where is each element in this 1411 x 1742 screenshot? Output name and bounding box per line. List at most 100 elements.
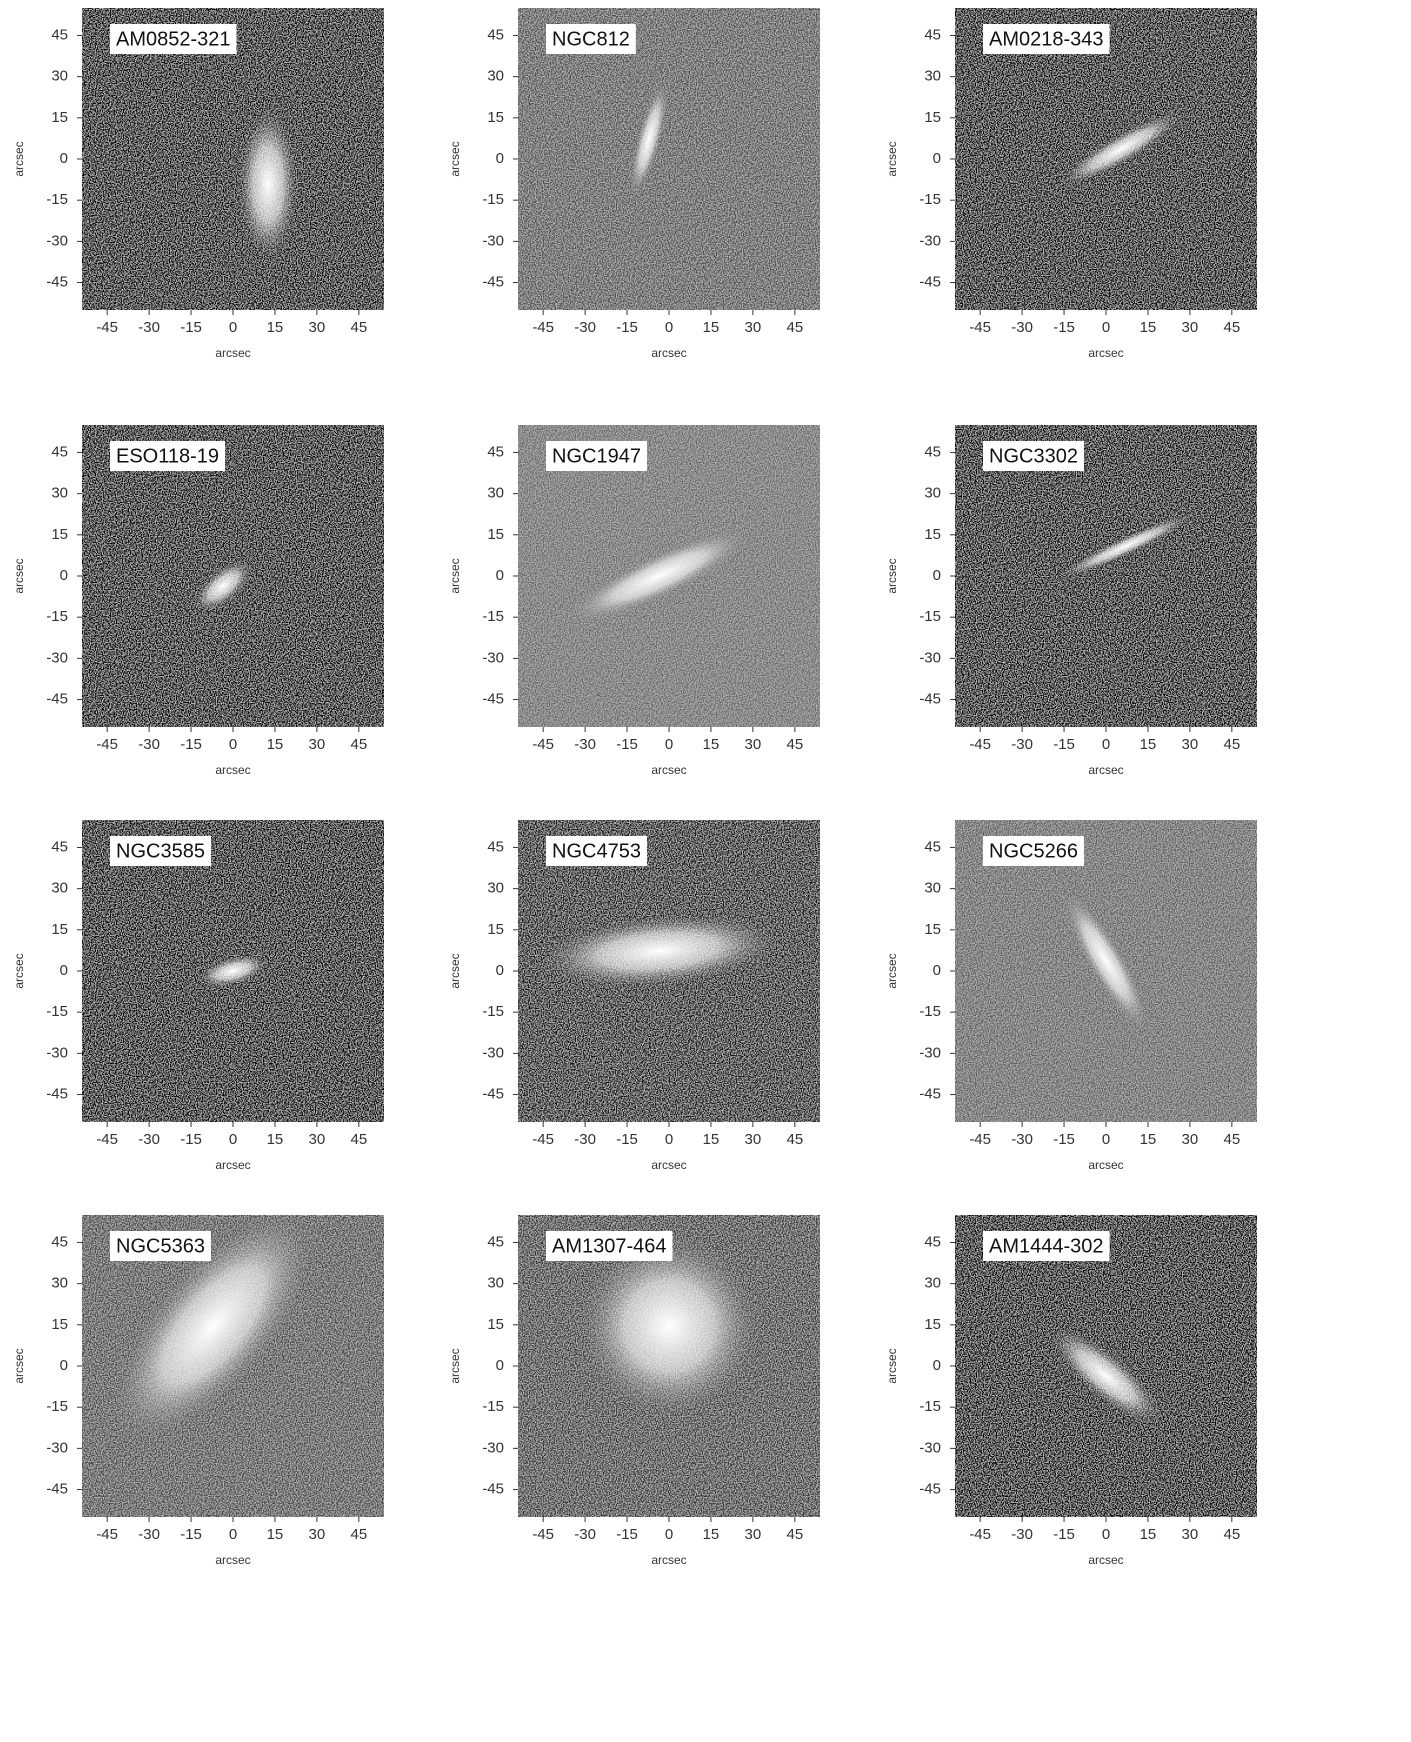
- x-tick-label: 45: [786, 736, 803, 753]
- panel-label: NGC812: [552, 28, 630, 50]
- x-tick-label: 0: [665, 319, 673, 336]
- y-tick-label: 45: [487, 443, 504, 460]
- y-tick-label: -15: [46, 191, 68, 208]
- y-tick-label: -45: [482, 691, 504, 708]
- x-axis-label: arcsec: [1088, 1553, 1123, 1567]
- y-tick-label: 45: [487, 26, 504, 43]
- y-tick-label: 30: [51, 880, 68, 897]
- y-tick-label: -45: [482, 1086, 504, 1103]
- x-tick-label: 30: [1182, 736, 1199, 753]
- x-tick-label: -30: [1011, 736, 1033, 753]
- panel: -45-30-150153045-45-30-150153045arcsecar…: [448, 820, 820, 1172]
- y-tick-label: 0: [496, 962, 504, 979]
- y-tick-label: -15: [482, 608, 504, 625]
- galaxy-image: [77, 1180, 384, 1517]
- y-tick-label: 15: [924, 921, 941, 938]
- x-tick-label: -30: [1011, 1526, 1033, 1543]
- x-tick-label: 15: [267, 736, 284, 753]
- x-tick-label: 0: [1102, 319, 1110, 336]
- x-tick-label: -15: [180, 1131, 202, 1148]
- y-tick-label: 0: [60, 567, 68, 584]
- x-tick-label: 45: [1223, 319, 1240, 336]
- y-tick-label: 0: [60, 150, 68, 167]
- y-axis-label: arcsec: [12, 558, 26, 593]
- x-tick-label: -45: [96, 1131, 118, 1148]
- y-tick-label: -30: [919, 1439, 941, 1456]
- x-tick-label: 45: [350, 1131, 367, 1148]
- x-tick-label: 45: [786, 1526, 803, 1543]
- panel-label: NGC3302: [989, 445, 1078, 467]
- x-tick-label: -30: [1011, 1131, 1033, 1148]
- y-axis-label: arcsec: [12, 1348, 26, 1383]
- y-tick-label: -30: [482, 1044, 504, 1061]
- y-tick-label: 45: [924, 26, 941, 43]
- x-tick-label: 0: [229, 736, 237, 753]
- x-tick-label: -15: [616, 1526, 638, 1543]
- y-tick-label: 45: [487, 1233, 504, 1250]
- y-tick-label: -30: [46, 649, 68, 666]
- x-tick-label: 0: [229, 319, 237, 336]
- y-tick-label: -30: [46, 1044, 68, 1061]
- y-tick-label: 15: [924, 109, 941, 126]
- y-tick-label: -45: [46, 691, 68, 708]
- x-tick-label: -15: [180, 1526, 202, 1543]
- y-tick-label: 45: [487, 838, 504, 855]
- panel: -45-30-150153045-45-30-150153045arcsecar…: [448, 1215, 820, 1567]
- y-tick-label: -30: [482, 649, 504, 666]
- x-tick-label: -15: [616, 319, 638, 336]
- y-tick-label: -30: [919, 649, 941, 666]
- x-tick-label: -45: [969, 736, 991, 753]
- y-tick-label: -15: [482, 191, 504, 208]
- y-tick-label: -15: [46, 608, 68, 625]
- x-tick-label: 0: [229, 1526, 237, 1543]
- panel-label: NGC1947: [552, 445, 641, 467]
- y-tick-label: -30: [482, 1439, 504, 1456]
- x-tick-label: -45: [969, 1131, 991, 1148]
- y-axis-label: arcsec: [12, 141, 26, 176]
- x-tick-label: -45: [969, 319, 991, 336]
- y-tick-label: 45: [51, 838, 68, 855]
- panel-label: ESO118-19: [116, 445, 219, 467]
- x-axis-label: arcsec: [215, 763, 250, 777]
- x-axis-label: arcsec: [651, 763, 686, 777]
- y-tick-label: -15: [46, 1003, 68, 1020]
- x-tick-label: -30: [1011, 319, 1033, 336]
- panel-label: NGC4753: [552, 840, 641, 862]
- y-tick-label: 30: [487, 880, 504, 897]
- y-tick-label: -45: [919, 1086, 941, 1103]
- y-tick-label: 30: [924, 68, 941, 85]
- x-tick-label: 30: [1182, 319, 1199, 336]
- x-axis-label: arcsec: [651, 1158, 686, 1172]
- y-tick-label: -15: [482, 1398, 504, 1415]
- y-tick-label: 0: [496, 567, 504, 584]
- x-tick-label: -15: [1053, 1131, 1075, 1148]
- panel-label: AM1307-464: [552, 1235, 667, 1257]
- x-tick-label: -15: [180, 736, 202, 753]
- x-tick-label: -30: [574, 319, 596, 336]
- panel: -45-30-150153045-45-30-150153045arcsecar…: [885, 820, 1257, 1172]
- x-tick-label: 0: [665, 1131, 673, 1148]
- y-tick-label: 45: [924, 1233, 941, 1250]
- x-tick-label: 0: [1102, 736, 1110, 753]
- panel: -45-30-150153045-45-30-150153045arcsecar…: [448, 425, 820, 777]
- x-tick-label: 30: [309, 1131, 326, 1148]
- y-axis-label: arcsec: [448, 558, 462, 593]
- y-tick-label: 15: [924, 1316, 941, 1333]
- x-tick-label: 30: [1182, 1131, 1199, 1148]
- y-tick-label: -45: [482, 274, 504, 291]
- y-axis-label: arcsec: [885, 141, 899, 176]
- panel: -45-30-150153045-45-30-150153045arcsecar…: [12, 425, 384, 777]
- y-tick-label: 15: [51, 1316, 68, 1333]
- x-tick-label: 30: [309, 1526, 326, 1543]
- x-tick-label: -45: [532, 319, 554, 336]
- x-tick-label: 15: [267, 1526, 284, 1543]
- x-tick-label: -30: [138, 319, 160, 336]
- x-axis-label: arcsec: [215, 1158, 250, 1172]
- x-tick-label: 0: [1102, 1526, 1110, 1543]
- x-tick-label: -15: [1053, 1526, 1075, 1543]
- y-tick-label: 0: [60, 1357, 68, 1374]
- x-tick-label: 15: [703, 736, 720, 753]
- y-tick-label: 30: [924, 485, 941, 502]
